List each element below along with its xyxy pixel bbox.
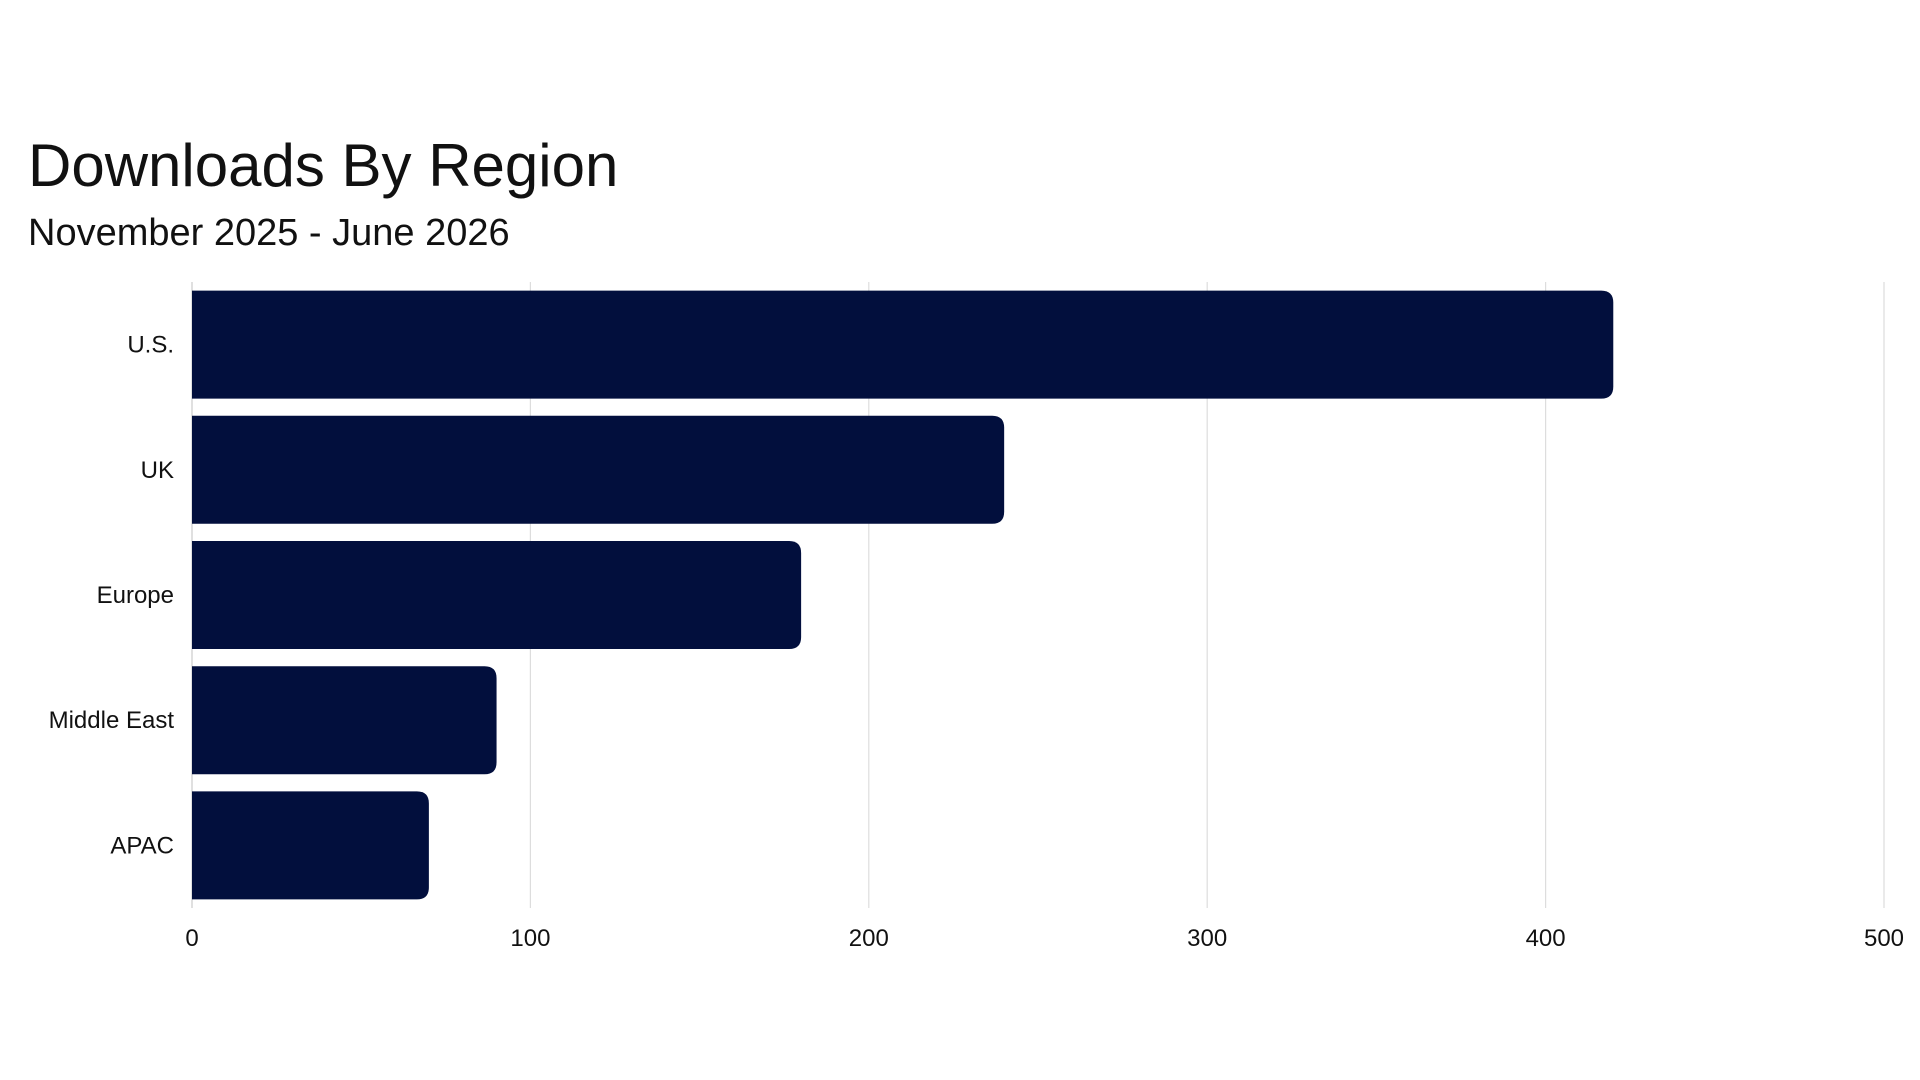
x-tick-label: 100 xyxy=(510,925,550,952)
bar-apac xyxy=(192,791,429,900)
bars xyxy=(192,290,1614,900)
category-labels: U.S. UK Europe Middle East APAC xyxy=(49,332,175,860)
x-tick-label: 300 xyxy=(1187,925,1227,952)
category-label: UK xyxy=(141,457,174,484)
bar-middle-east xyxy=(192,666,497,775)
category-label: U.S. xyxy=(127,332,174,359)
x-tick-label: 0 xyxy=(185,925,198,952)
category-label: Middle East xyxy=(49,707,175,734)
x-tick-labels: 0 100 200 300 400 500 xyxy=(185,925,1904,952)
x-tick-label: 200 xyxy=(849,925,889,952)
bar-uk xyxy=(192,415,1005,524)
category-label: APAC xyxy=(110,832,174,859)
chart-subtitle: November 2025 - June 2026 xyxy=(28,212,510,254)
x-tick-label: 500 xyxy=(1864,925,1904,952)
x-tick-label: 400 xyxy=(1526,925,1566,952)
bar-europe xyxy=(192,541,802,649)
category-label: Europe xyxy=(97,582,174,609)
chart-title: Downloads By Region xyxy=(28,132,619,199)
bar-u-s xyxy=(192,290,1614,399)
